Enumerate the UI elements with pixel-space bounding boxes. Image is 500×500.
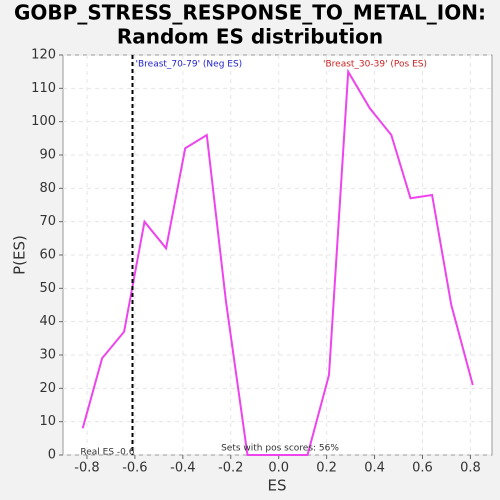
y-tick-label: 60 bbox=[39, 248, 56, 263]
y-tick-label: 40 bbox=[39, 314, 56, 329]
y-tick-label: 100 bbox=[31, 114, 56, 129]
y-tick-label: 70 bbox=[39, 214, 56, 229]
y-axis-label: P(ES) bbox=[11, 235, 29, 275]
y-tick-label: 10 bbox=[39, 414, 56, 429]
line bbox=[81, 68, 474, 456]
annotation: 'Breast_70-79' (Neg ES) bbox=[136, 60, 243, 70]
y-tick-label: 20 bbox=[39, 381, 56, 396]
y-tick-label: 0 bbox=[48, 448, 56, 463]
x-tick-label: 0.8 bbox=[460, 461, 481, 476]
x-tick-label: -0.8 bbox=[74, 461, 99, 476]
chart-title: Random ES distribution bbox=[117, 25, 383, 49]
real-es-label: Real ES -0.6 bbox=[80, 448, 134, 458]
x-tick-label: -0.2 bbox=[218, 461, 243, 476]
x-tick-label: 0.4 bbox=[364, 461, 385, 476]
y-tick-label: 80 bbox=[39, 181, 56, 196]
chart-title: GOBP_STRESS_RESPONSE_TO_METAL_ION: bbox=[14, 1, 486, 25]
x-tick-label: 0.6 bbox=[412, 461, 433, 476]
x-tick-label: 0.0 bbox=[268, 461, 289, 476]
x-tick-label: 0.2 bbox=[316, 461, 337, 476]
y-tick-label: 110 bbox=[31, 81, 56, 96]
x-tick-label: -0.6 bbox=[122, 461, 147, 476]
y-tick-label: 50 bbox=[39, 281, 56, 296]
y-tick-label: 30 bbox=[39, 348, 56, 363]
x-tick-label: -0.4 bbox=[170, 461, 195, 476]
y-tick-label: 90 bbox=[39, 148, 56, 163]
annotation: Sets with pos scores: 56% bbox=[221, 444, 339, 454]
x-axis-label: ES bbox=[268, 477, 287, 495]
annotation: 'Breast_30-39' (Pos ES) bbox=[323, 60, 427, 70]
y-tick-label: 120 bbox=[31, 48, 56, 63]
